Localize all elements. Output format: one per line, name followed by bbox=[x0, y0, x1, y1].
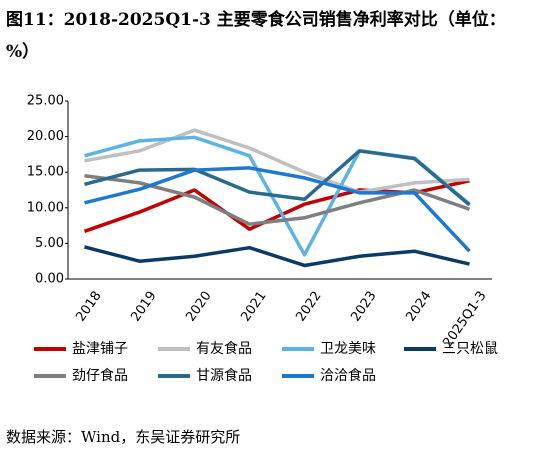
chart: 0.00 5.00 10.00 15.00 20.00 25.00 2018 2019 2020… bbox=[27, 94, 498, 385]
y-tick-label: 20.00 bbox=[27, 129, 64, 144]
legend-label: 洽洽食品 bbox=[320, 367, 376, 384]
x-tick-label: 2018 bbox=[73, 289, 104, 325]
y-tick-label: 15.00 bbox=[27, 165, 64, 180]
x-tick-label: 2024 bbox=[403, 289, 434, 325]
data-line bbox=[84, 128, 470, 194]
x-tick-label: 2019 bbox=[128, 289, 159, 325]
y-tick-label: 10.00 bbox=[27, 200, 64, 215]
y-tick-label: 5.00 bbox=[35, 236, 64, 251]
source-note: 数据来源：Wind，东吴证券研究所 bbox=[6, 428, 241, 446]
x-tick-label: 2020 bbox=[183, 289, 214, 325]
legend-label: 三只松鼠 bbox=[442, 341, 498, 357]
x-tick-label: 2021 bbox=[238, 289, 269, 325]
legend-label: 劲仔食品 bbox=[72, 367, 128, 384]
legend-label: 卫龙美味 bbox=[320, 341, 376, 357]
data-line bbox=[84, 245, 470, 268]
y-tick-label: 25.00 bbox=[27, 94, 64, 109]
y-tick-label: 0.00 bbox=[35, 272, 64, 287]
legend-label: 甘源食品 bbox=[196, 367, 252, 384]
legend-label: 有友食品 bbox=[196, 340, 252, 357]
chart-title: 图11：2018-2025Q1-3 主要零食公司销售净利率对比（单位：%） bbox=[6, 10, 506, 62]
legend-label: 盐津铺子 bbox=[72, 341, 128, 357]
data-line bbox=[84, 166, 471, 253]
data-line bbox=[84, 149, 471, 207]
x-tick-label: 2022 bbox=[293, 289, 324, 325]
x-tick-label: 2023 bbox=[348, 289, 379, 325]
